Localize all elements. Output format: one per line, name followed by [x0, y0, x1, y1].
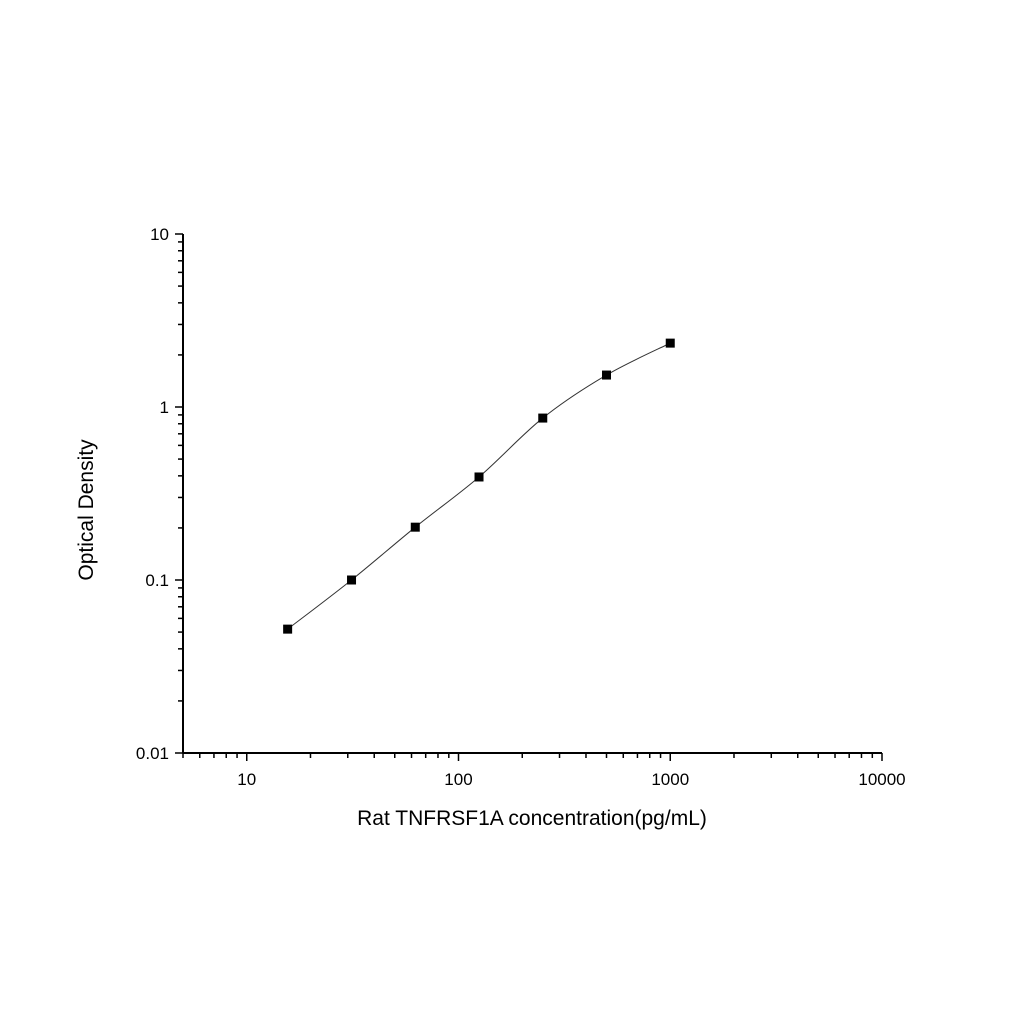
data-point [538, 413, 548, 423]
data-point [474, 472, 484, 482]
y-tick-label: 1 [160, 398, 169, 417]
y-tick-label: 10 [150, 225, 169, 244]
data-point [665, 338, 675, 348]
x-tick-label: 10 [237, 770, 256, 789]
ticks: 10 100 1000 10000 0.01 0.1 1 10 [136, 225, 906, 789]
data-point [283, 624, 293, 634]
y-axis-title: Optical Density [75, 439, 98, 581]
x-axis-title: Rat TNFRSF1A concentration(pg/mL) [357, 807, 707, 830]
data-points [283, 338, 675, 634]
x-tick-label: 1000 [651, 770, 689, 789]
y-tick-label: 0.1 [145, 571, 169, 590]
data-point [347, 575, 357, 585]
y-tick-label: 0.01 [136, 744, 169, 763]
x-tick-label: 10000 [858, 770, 905, 789]
data-point [410, 522, 420, 532]
x-tick-label: 100 [444, 770, 472, 789]
axes [182, 234, 882, 754]
fit-curve [287, 342, 671, 630]
fit-curve-group [287, 342, 671, 630]
data-point [602, 370, 612, 380]
